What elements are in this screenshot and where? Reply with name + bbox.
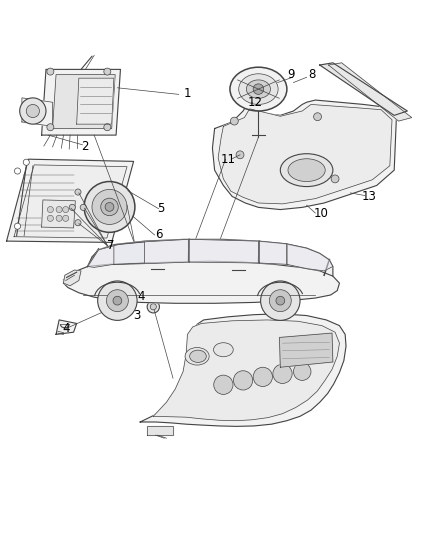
Circle shape [230,117,238,125]
Circle shape [69,204,75,211]
Text: 5: 5 [158,202,165,215]
Ellipse shape [190,350,206,362]
Circle shape [293,363,311,381]
Circle shape [253,84,264,94]
Text: 2: 2 [81,140,88,152]
Circle shape [150,304,156,310]
Circle shape [26,104,39,118]
Ellipse shape [239,74,278,104]
Circle shape [269,290,291,312]
Circle shape [80,204,86,211]
Ellipse shape [185,348,209,365]
Polygon shape [14,165,127,238]
Circle shape [253,367,272,386]
Polygon shape [7,159,134,243]
Circle shape [98,281,137,320]
Text: 3: 3 [134,309,141,322]
Polygon shape [287,244,333,271]
Polygon shape [88,239,333,276]
Circle shape [20,98,46,124]
Circle shape [135,292,145,302]
Circle shape [147,301,159,313]
Circle shape [101,198,118,216]
Circle shape [56,215,62,221]
Ellipse shape [280,154,333,187]
Circle shape [47,68,54,75]
Polygon shape [77,78,114,124]
Text: 9: 9 [287,68,295,81]
Circle shape [47,206,53,213]
Circle shape [56,206,62,213]
Circle shape [63,206,69,213]
Circle shape [113,296,122,305]
Polygon shape [64,261,339,303]
Polygon shape [56,320,77,334]
Text: 4: 4 [137,290,145,303]
Polygon shape [320,63,407,115]
Circle shape [104,124,111,131]
Polygon shape [147,426,173,435]
Ellipse shape [230,67,287,111]
Circle shape [14,223,21,229]
Text: 7: 7 [106,239,114,253]
Circle shape [106,290,128,312]
Text: 1: 1 [183,87,191,100]
Polygon shape [328,63,412,121]
Polygon shape [114,239,188,264]
Text: 8: 8 [308,68,315,81]
Circle shape [75,189,81,195]
Ellipse shape [214,343,233,357]
Circle shape [105,203,114,211]
Circle shape [75,220,81,226]
Circle shape [276,296,285,305]
Circle shape [236,151,244,159]
Circle shape [14,168,21,174]
Circle shape [314,113,321,120]
Circle shape [47,124,54,131]
Circle shape [214,375,233,394]
Polygon shape [140,314,346,426]
Ellipse shape [246,80,270,98]
Polygon shape [189,239,258,263]
Circle shape [331,175,339,183]
Circle shape [273,364,292,383]
Polygon shape [53,75,115,128]
Circle shape [23,159,29,165]
Circle shape [104,68,111,75]
Polygon shape [42,69,120,135]
Polygon shape [279,333,333,367]
Text: 6: 6 [155,229,163,241]
Circle shape [261,281,300,320]
Text: 13: 13 [362,190,377,203]
Text: 4: 4 [63,322,71,335]
Polygon shape [259,241,287,264]
Polygon shape [88,242,145,268]
Polygon shape [22,98,53,126]
Polygon shape [153,320,339,421]
Ellipse shape [288,159,325,182]
Text: 10: 10 [314,207,328,220]
Polygon shape [212,100,396,209]
Polygon shape [218,104,392,204]
Circle shape [63,215,69,221]
Circle shape [92,189,127,224]
Text: 11: 11 [221,152,236,166]
Text: 12: 12 [247,96,262,109]
Polygon shape [64,270,81,286]
Circle shape [233,371,253,390]
Circle shape [47,215,53,221]
Polygon shape [42,200,75,228]
Circle shape [84,182,135,232]
